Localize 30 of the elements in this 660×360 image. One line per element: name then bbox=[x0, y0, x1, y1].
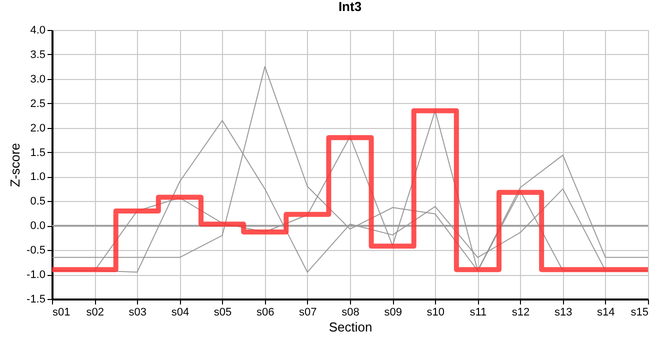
x-tick-label: s10 bbox=[426, 306, 445, 318]
y-tick-label: 3.0 bbox=[30, 73, 46, 86]
x-tick-label: s07 bbox=[299, 306, 317, 318]
x-tick-label: s15 bbox=[630, 306, 648, 318]
y-tick-label: -0.5 bbox=[26, 244, 46, 257]
x-tick-label: s09 bbox=[384, 306, 402, 318]
x-tick-label: s02 bbox=[86, 306, 104, 318]
x-tick-label: s01 bbox=[52, 306, 70, 318]
y-tick-label: 3.5 bbox=[30, 48, 46, 61]
y-tick-label: 0.5 bbox=[30, 196, 46, 208]
y-tick-label: -1.0 bbox=[26, 269, 46, 282]
y-tick-label: 0.0 bbox=[30, 220, 46, 232]
x-tick-label: s03 bbox=[128, 306, 147, 318]
x-tick-label: s04 bbox=[171, 306, 190, 318]
y-tick-label: 1.0 bbox=[30, 171, 46, 184]
x-tick-label: s06 bbox=[256, 306, 274, 318]
y-tick-label: 1.5 bbox=[30, 146, 46, 159]
chart-title: Int3 bbox=[338, 0, 362, 14]
x-tick-label: s05 bbox=[214, 306, 232, 318]
y-axis-title: Z-score bbox=[8, 142, 23, 188]
x-tick-label: s12 bbox=[512, 306, 530, 318]
y-tick-label: -1.5 bbox=[26, 294, 46, 306]
y-tick-label: 2.0 bbox=[30, 122, 46, 134]
y-tick-label: 2.5 bbox=[30, 98, 46, 110]
x-tick-label: s13 bbox=[554, 306, 572, 318]
x-tick-label: s11 bbox=[470, 306, 487, 318]
y-tick-label: 4.0 bbox=[30, 24, 46, 36]
x-axis-title: Section bbox=[328, 320, 372, 334]
x-tick-label: s14 bbox=[597, 306, 615, 318]
x-tick-label: s08 bbox=[342, 306, 360, 318]
